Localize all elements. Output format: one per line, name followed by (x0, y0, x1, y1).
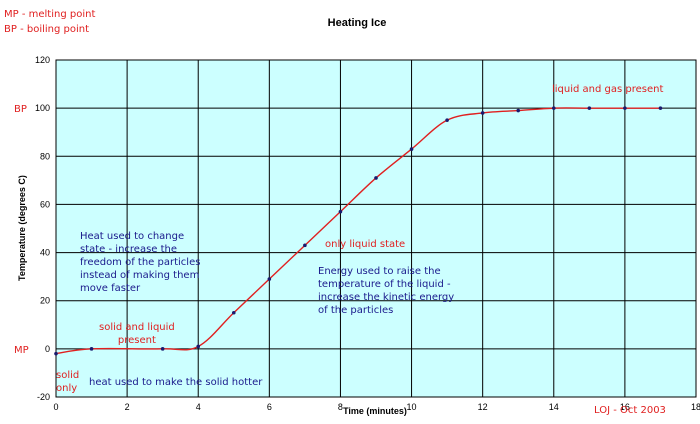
solid-only-line-2: only (56, 383, 78, 394)
data-point (516, 108, 521, 113)
data-point (658, 106, 663, 110)
heat-state-line-3: freedom of the particles (80, 257, 201, 268)
data-point (374, 176, 378, 180)
legend-bp-note: BP - boiling point (4, 24, 90, 35)
energy-liquid-line-1: Energy used to raise the (318, 266, 441, 277)
energy-liquid-line-2: temperature of the liquid - (318, 279, 451, 290)
legend-mp-note: MP - melting point (4, 9, 96, 20)
y-tick-label: 60 (40, 199, 50, 209)
data-point (623, 106, 627, 110)
data-point (160, 347, 165, 351)
x-axis-label: Time (minutes) (343, 406, 407, 416)
x-tick-label: 2 (125, 402, 130, 412)
liquid-gas-note: liquid and gas present (552, 84, 664, 95)
data-point (445, 118, 449, 122)
heat-state-note: Heat used to change state - increase the… (80, 230, 200, 295)
y-tick-label: 20 (40, 296, 50, 306)
x-tick-label: 8 (338, 402, 343, 412)
chart-title: Heating Ice (328, 17, 387, 29)
mp-marker-label: MP (14, 345, 29, 356)
bp-marker-label: BP (14, 104, 27, 115)
data-point (54, 351, 58, 356)
energy-liquid-note: Energy used to raise the temperature of … (318, 265, 454, 317)
y-tick-label: 40 (40, 248, 50, 258)
heat-state-line-5: move faster (80, 283, 141, 294)
heat-state-line-2: state - increase the (80, 244, 178, 255)
x-tick-label: 6 (267, 402, 272, 412)
credit-note: LOJ - Oct 2003 (594, 405, 666, 416)
x-tick-label: 18 (691, 402, 700, 412)
heat-solid-note: heat used to make the solid hotter (89, 377, 263, 388)
only-liquid-note: only liquid state (325, 239, 406, 250)
x-tick-label: 12 (478, 402, 488, 412)
y-tick-label: -20 (37, 392, 50, 402)
y-tick-label: 0 (45, 344, 50, 354)
solid-liquid-line-1: solid and liquid (99, 322, 175, 333)
data-point (480, 111, 485, 115)
x-tick-labels: 0 2 4 6 8 10 12 14 16 18 (53, 402, 700, 412)
energy-liquid-line-3: increase the kinetic energy (318, 292, 455, 303)
grid-lines (55, 59, 697, 398)
y-axis-label: Temperature (degrees C) (17, 175, 27, 281)
x-tick-label: 4 (196, 402, 201, 412)
solid-liquid-note: solid and liquid present (99, 321, 175, 347)
series-group (54, 106, 663, 356)
data-point (303, 243, 307, 248)
x-tick-label: 0 (53, 402, 58, 412)
y-tick-label: 120 (35, 55, 50, 65)
y-tick-labels: -20 0 20 40 60 80 100 120 (35, 55, 50, 402)
x-tick-label: 10 (407, 402, 417, 412)
solid-liquid-line-2: present (117, 335, 156, 346)
data-point (267, 277, 272, 281)
x-tick-label: 14 (549, 402, 559, 412)
heat-state-line-1: Heat used to change (80, 231, 185, 242)
data-point (587, 106, 592, 110)
energy-liquid-line-4: of the particles (318, 305, 394, 316)
solid-only-line-1: solid (56, 370, 80, 381)
data-point (196, 344, 201, 349)
y-tick-label: 80 (40, 151, 50, 161)
solid-only-note: solid only (56, 369, 79, 395)
heat-state-line-4: instead of making them (80, 270, 200, 281)
data-point (338, 209, 343, 214)
data-point (231, 310, 236, 315)
data-point (409, 147, 414, 151)
y-tick-label: 100 (35, 103, 50, 113)
data-point (551, 106, 556, 110)
data-point (89, 347, 94, 351)
x-tick-label: 16 (620, 402, 630, 412)
plot-area (55, 59, 697, 398)
